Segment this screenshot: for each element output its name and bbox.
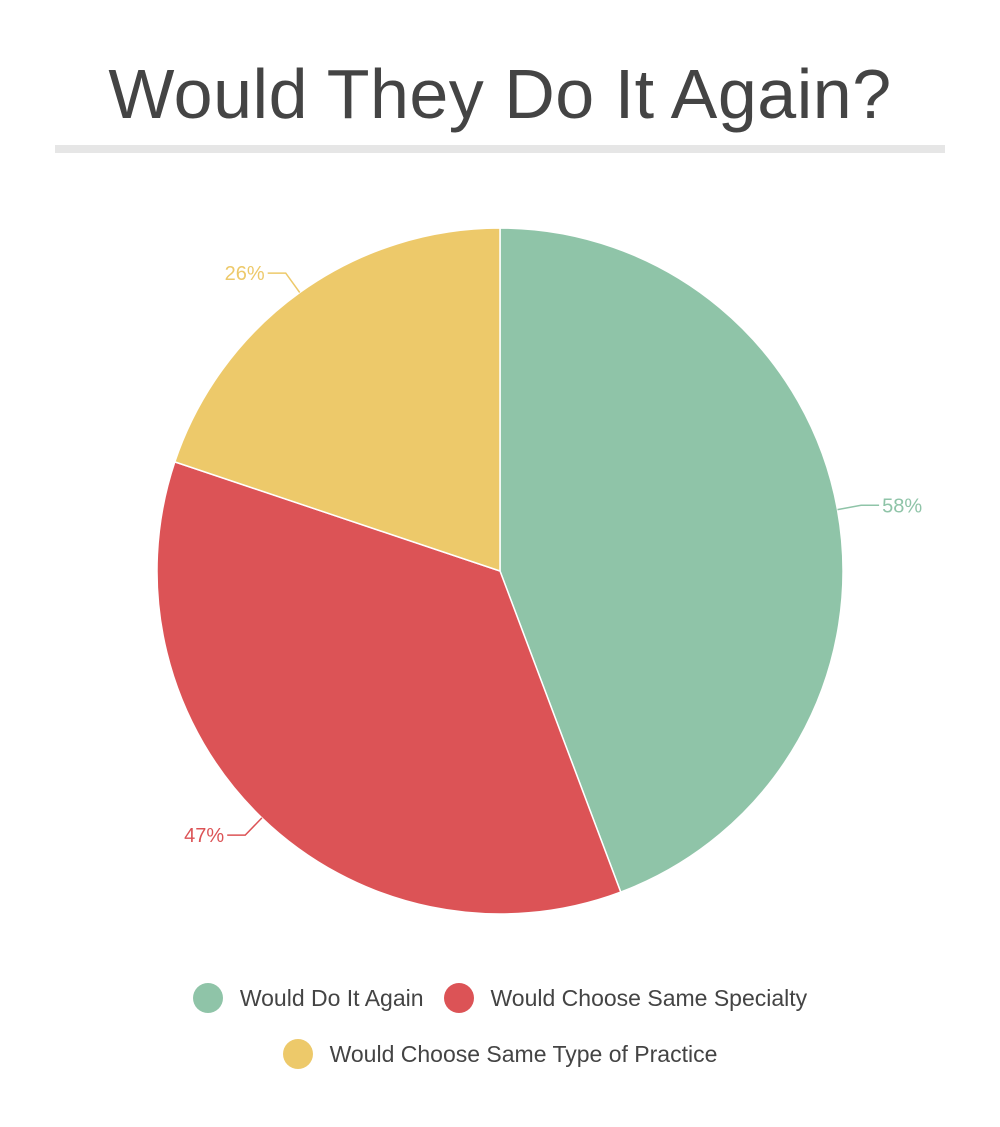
legend-label-would-do-it-again: Would Do It Again <box>239 984 424 1011</box>
legend-item-would-choose-same-type-of-practice[interactable]: Would Choose Same Type of Practice <box>282 1039 718 1069</box>
legend-item-would-choose-same-specialty[interactable]: Would Choose Same Specialty <box>443 983 808 1013</box>
data-label-would-do-it-again: 58% <box>882 495 922 517</box>
pie-data-labels: 58% 47% 26% <box>184 263 922 847</box>
pie-slice-would-do-it-again[interactable] <box>499 227 844 894</box>
legend-row-2: Would Choose Same Type of Practice <box>0 1039 1000 1069</box>
legend-row-1: Would Do It Again Would Choose Same Spec… <box>0 983 1000 1013</box>
pie-slice-would-choose-same-type-of-practice[interactable] <box>173 227 501 573</box>
pie-slice-would-choose-same-specialty[interactable] <box>156 460 622 915</box>
chart-title: Would They Do It Again? <box>108 55 892 133</box>
pie-slices <box>156 227 844 915</box>
leader-line-would-do-it-again <box>837 504 880 511</box>
legend-swatch-would-do-it-again <box>192 983 223 1013</box>
legend-item-would-do-it-again[interactable]: Would Do It Again <box>192 983 424 1013</box>
legend-swatch-would-choose-same-type-of-practice <box>282 1039 313 1069</box>
leader-line-would-choose-same-specialty <box>227 817 263 836</box>
title-divider <box>55 145 945 153</box>
data-label-would-choose-same-specialty: 47% <box>184 825 224 847</box>
data-label-would-choose-same-type-of-practice: 26% <box>225 263 265 285</box>
legend-label-would-choose-same-specialty: Would Choose Same Specialty <box>490 984 808 1011</box>
legend-swatch-would-choose-same-specialty <box>443 983 474 1013</box>
leader-line-would-choose-same-type-of-practice <box>267 272 301 293</box>
legend-label-would-choose-same-type-of-practice: Would Choose Same Type of Practice <box>329 1040 718 1067</box>
